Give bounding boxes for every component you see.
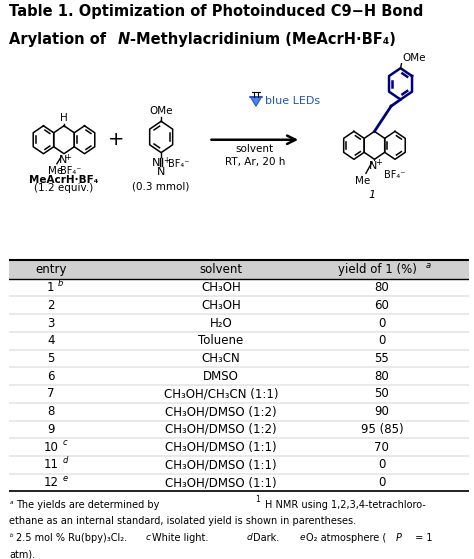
Text: CH₃OH: CH₃OH xyxy=(201,281,241,294)
Text: 0: 0 xyxy=(378,458,385,471)
Text: 95 (85): 95 (85) xyxy=(361,423,403,436)
Text: b: b xyxy=(58,278,63,288)
Text: atm).: atm). xyxy=(9,549,36,559)
Text: c: c xyxy=(63,438,67,447)
Text: c: c xyxy=(145,533,150,542)
Text: H₂O: H₂O xyxy=(210,316,232,330)
Text: Arylation of: Arylation of xyxy=(9,32,112,47)
Text: H: H xyxy=(60,113,68,123)
Text: ethane as an internal standard, isolated yield is shown in parentheses.: ethane as an internal standard, isolated… xyxy=(9,517,356,527)
Text: CH₃OH: CH₃OH xyxy=(201,299,241,312)
Text: 1: 1 xyxy=(368,190,376,200)
Text: 5: 5 xyxy=(47,352,55,365)
Text: +: + xyxy=(375,158,382,167)
Text: N: N xyxy=(58,155,67,165)
Text: (0.3 mmol): (0.3 mmol) xyxy=(132,182,190,192)
Text: ᵇ: ᵇ xyxy=(9,533,13,542)
Text: P: P xyxy=(396,533,401,543)
Text: +: + xyxy=(164,156,170,165)
Text: 50: 50 xyxy=(374,387,389,400)
Text: CH₃OH/DMSO (1:2): CH₃OH/DMSO (1:2) xyxy=(165,405,277,418)
Text: +: + xyxy=(108,130,124,149)
Text: 70: 70 xyxy=(374,440,389,453)
Text: 1: 1 xyxy=(255,495,260,504)
Text: O₂ atmosphere (: O₂ atmosphere ( xyxy=(306,533,386,543)
Text: The yields are determined by: The yields are determined by xyxy=(17,500,163,510)
Text: d: d xyxy=(63,456,68,465)
Text: yield of 1 (%): yield of 1 (%) xyxy=(338,263,417,276)
Text: 8: 8 xyxy=(47,405,55,418)
Text: 90: 90 xyxy=(374,405,389,418)
Text: blue LEDs: blue LEDs xyxy=(265,96,320,106)
Text: e: e xyxy=(299,533,305,542)
Text: 2: 2 xyxy=(47,299,55,312)
Text: 80: 80 xyxy=(374,369,389,383)
Text: 0: 0 xyxy=(378,334,385,347)
Text: 10: 10 xyxy=(44,440,58,453)
Text: 2.5 mol % Ru(bpy)₃Cl₂.: 2.5 mol % Ru(bpy)₃Cl₂. xyxy=(17,533,131,543)
Bar xyxy=(9,260,469,279)
Text: Table 1. Optimization of Photoinduced C9−H Bond: Table 1. Optimization of Photoinduced C9… xyxy=(9,4,424,19)
Polygon shape xyxy=(250,97,262,106)
Text: BF₄⁻: BF₄⁻ xyxy=(384,170,405,181)
Text: RT, Ar, 20 h: RT, Ar, 20 h xyxy=(225,157,285,167)
Text: CH₃OH/CH₃CN (1:1): CH₃OH/CH₃CN (1:1) xyxy=(164,387,278,400)
Text: CH₃OH/DMSO (1:2): CH₃OH/DMSO (1:2) xyxy=(165,423,277,436)
Text: Me: Me xyxy=(48,166,63,176)
Text: N: N xyxy=(118,32,130,47)
Text: CH₃OH/DMSO (1:1): CH₃OH/DMSO (1:1) xyxy=(165,476,277,489)
Text: 11: 11 xyxy=(43,458,58,471)
Text: N: N xyxy=(369,161,377,171)
Text: H NMR using 1,2,3,4-tetrachloro-: H NMR using 1,2,3,4-tetrachloro- xyxy=(264,500,425,510)
Text: 0: 0 xyxy=(378,316,385,330)
Text: N: N xyxy=(152,158,161,168)
Text: +: + xyxy=(64,153,71,162)
Text: DMSO: DMSO xyxy=(203,369,239,383)
Text: CH₃OH/DMSO (1:1): CH₃OH/DMSO (1:1) xyxy=(165,458,277,471)
Text: 4: 4 xyxy=(47,334,55,347)
Text: entry: entry xyxy=(35,263,67,276)
Text: (1.2 equiv.): (1.2 equiv.) xyxy=(34,183,94,193)
Text: solvent: solvent xyxy=(236,144,274,154)
Text: N: N xyxy=(157,167,165,177)
Text: 3: 3 xyxy=(47,316,55,330)
Text: 9: 9 xyxy=(47,423,55,436)
Text: Me: Me xyxy=(355,176,370,186)
Text: 7: 7 xyxy=(47,387,55,400)
Text: 60: 60 xyxy=(374,299,389,312)
Text: Dark.: Dark. xyxy=(253,533,283,543)
Text: e: e xyxy=(63,473,67,482)
Text: 55: 55 xyxy=(374,352,389,365)
Text: CH₃OH/DMSO (1:1): CH₃OH/DMSO (1:1) xyxy=(165,440,277,453)
Text: OMe: OMe xyxy=(149,106,173,116)
Text: -Methylacridinium (MeAcrH·BF₄): -Methylacridinium (MeAcrH·BF₄) xyxy=(130,32,396,47)
Text: OMe: OMe xyxy=(402,53,426,63)
Text: Toluene: Toluene xyxy=(198,334,244,347)
Text: 6: 6 xyxy=(47,369,55,383)
Text: White light.: White light. xyxy=(152,533,211,543)
Text: 1: 1 xyxy=(47,281,55,294)
Text: MeAcrH·BF₄: MeAcrH·BF₄ xyxy=(29,175,99,185)
Text: ᵃ: ᵃ xyxy=(9,500,13,509)
Text: d: d xyxy=(246,533,252,542)
Text: solvent: solvent xyxy=(200,263,243,276)
Text: 12: 12 xyxy=(43,476,58,489)
Text: a: a xyxy=(426,262,431,271)
Text: 80: 80 xyxy=(374,281,389,294)
Text: BF₄⁻: BF₄⁻ xyxy=(60,166,82,176)
Text: = 1: = 1 xyxy=(412,533,432,543)
Text: 0: 0 xyxy=(378,476,385,489)
Text: BF₄⁻: BF₄⁻ xyxy=(168,159,190,169)
Text: CH₃CN: CH₃CN xyxy=(201,352,240,365)
